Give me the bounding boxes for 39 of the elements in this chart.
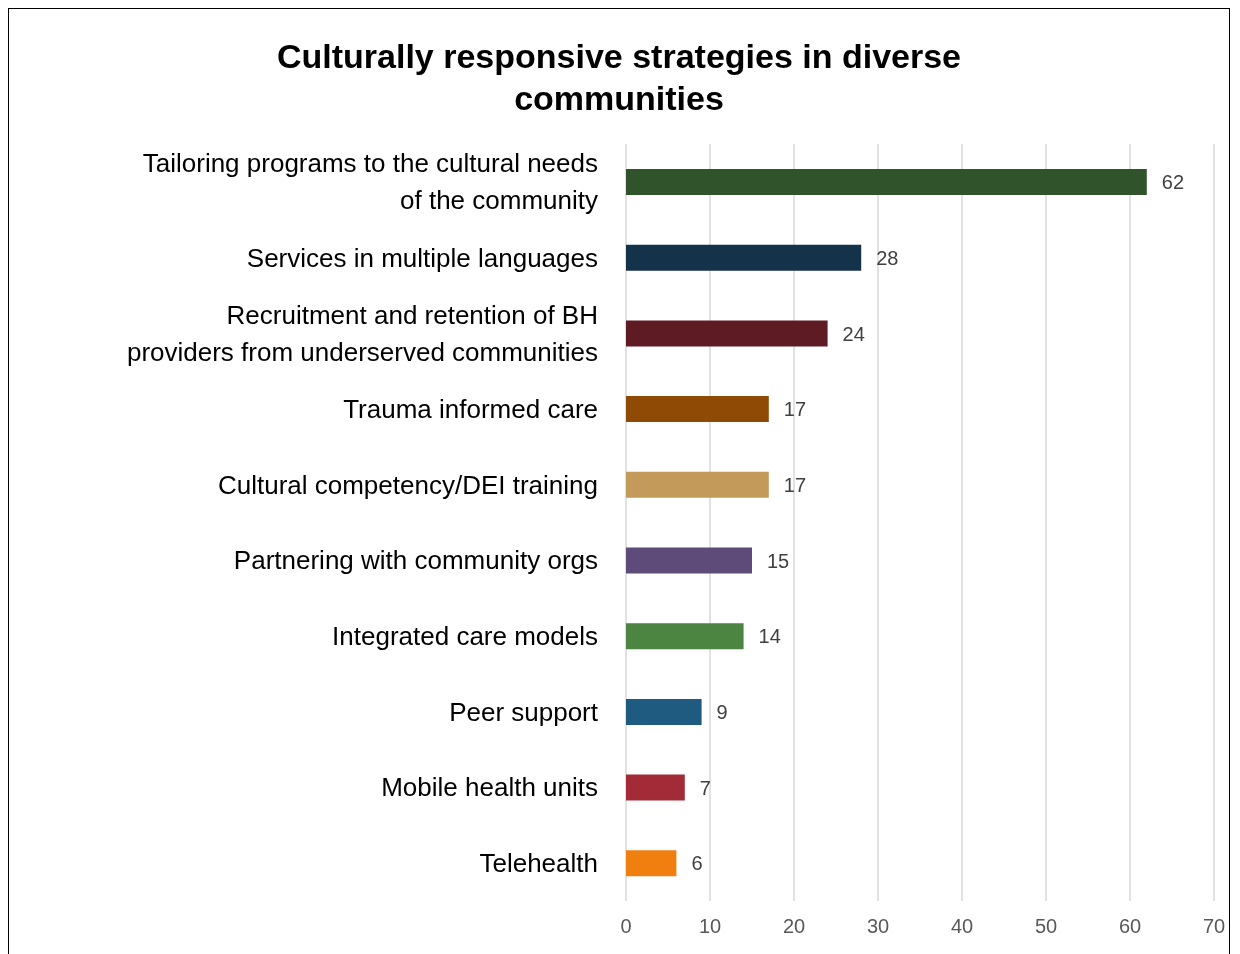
y-tick-label: Services in multiple languages [246,242,598,273]
x-tick-label: 20 [782,915,806,938]
x-tick-label: 60 [1118,915,1142,938]
data-label: 62 [1161,171,1185,194]
bar [626,850,677,877]
data-label: 17 [783,473,807,496]
data-label: 9 [716,701,728,723]
data-label: 6 [691,852,703,875]
x-tick-label: 10 [698,915,722,938]
data-label: 28 [876,246,899,269]
data-label: 15 [767,549,790,572]
bar [626,471,769,498]
data-label: 17 [783,398,807,421]
bar [626,623,744,650]
y-tick-label: Recruitment and retention of BH providers from underserved communities [126,299,598,367]
y-tick-label: Peer support [449,696,599,727]
bar [626,169,1147,195]
x-tick-label: 0 [620,915,632,938]
x-tick-label: 40 [950,915,974,938]
bar [626,320,828,347]
data-label: 7 [699,776,711,799]
x-tick-label: 30 [866,915,890,938]
bar [626,244,862,271]
y-tick-label: Mobile health units [381,772,598,803]
data-label: 24 [842,322,865,345]
bar [626,698,702,725]
y-tick-label: Telehealth [479,848,598,879]
y-tick-label: Integrated care models [332,621,598,652]
y-tick-label: Partnering with community orgs [233,545,598,576]
chart-title: Culturally responsive strategies in diverse communities [275,35,963,119]
bar [626,396,769,423]
y-tick-label: Cultural competency/DEI training [217,469,598,500]
x-tick-label: 70 [1202,915,1226,938]
y-tick-label: Tailoring programs to the cultural needs of the community [142,148,598,216]
bar [626,547,752,574]
x-tick-label: 50 [1034,915,1058,938]
bar [626,774,685,801]
data-label: 14 [758,625,781,648]
y-tick-label: Trauma informed care [343,393,598,424]
